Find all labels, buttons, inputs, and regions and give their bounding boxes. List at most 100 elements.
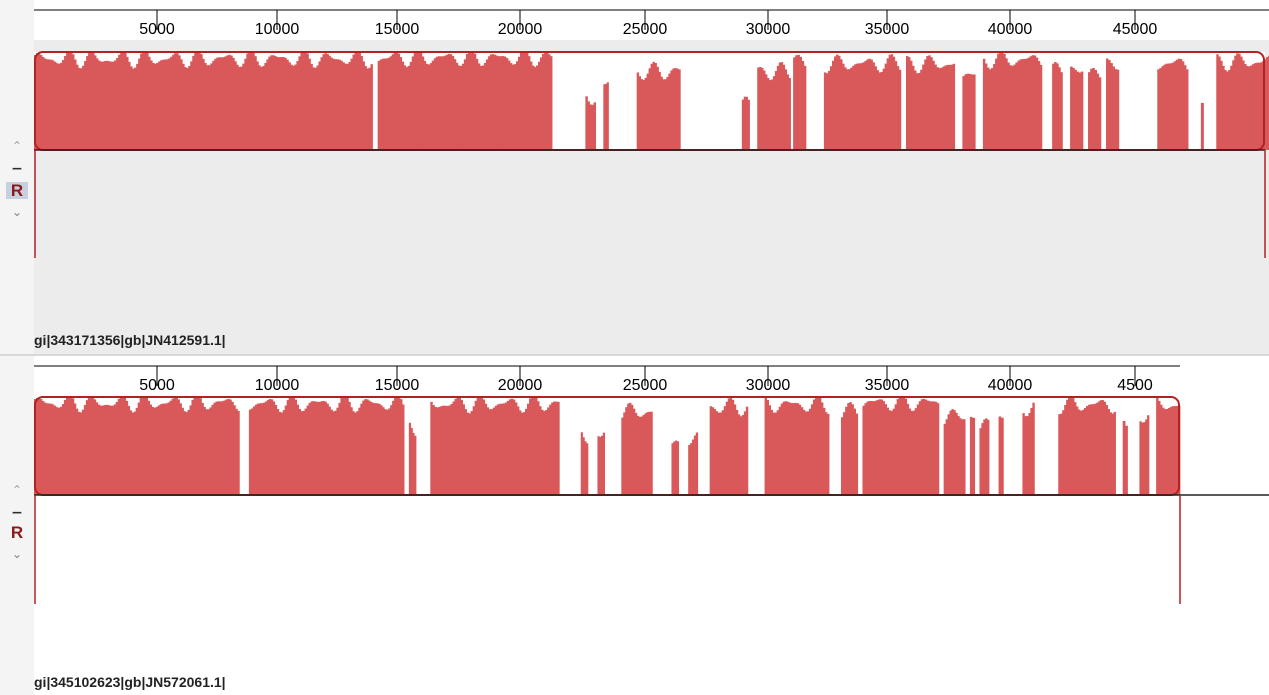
similarity-bar: [124, 52, 127, 151]
similarity-bar: [328, 406, 331, 495]
similarity-bar: [544, 52, 547, 151]
similarity-bar: [1250, 65, 1253, 150]
similarity-bar: [1028, 413, 1031, 495]
similarity-bar: [467, 52, 471, 151]
similarity-bar: [904, 398, 908, 495]
similarity-bar: [436, 407, 439, 495]
similarity-bar: [210, 63, 213, 150]
similarity-bar: [843, 412, 846, 495]
similarity-bar: [888, 54, 892, 150]
similarity-bar: [459, 65, 463, 150]
similarity-bar: [801, 61, 805, 150]
similarity-bar: [204, 62, 207, 150]
similarity-bar: [308, 402, 311, 495]
similarity-bar: [330, 409, 333, 495]
similarity-bar: [86, 56, 89, 150]
similarity-bar: [454, 398, 457, 495]
similarity-bar: [336, 407, 339, 495]
similarity-bar: [47, 403, 51, 495]
similarity-bar: [122, 52, 125, 151]
similarity-bar: [1007, 62, 1010, 151]
similarity-bar: [605, 83, 608, 150]
collapse-icon[interactable]: −: [11, 505, 23, 521]
similarity-bar: [481, 65, 485, 150]
similarity-bar: [709, 406, 713, 495]
similarity-bar: [298, 56, 301, 150]
similarity-bar: [582, 437, 585, 495]
move-down-icon[interactable]: ⌄: [11, 547, 23, 561]
similarity-bar: [1164, 409, 1167, 495]
similarity-bar: [553, 401, 556, 495]
similarity-bar: [195, 397, 198, 495]
similarity-bar: [991, 68, 994, 150]
similarity-bar: [880, 399, 883, 495]
similarity-bar: [370, 64, 373, 150]
similarity-bar: [298, 408, 302, 495]
similarity-bar: [429, 63, 433, 150]
ruler-tick-label: 25000: [623, 377, 668, 394]
similarity-bar: [772, 76, 776, 150]
similarity-bar: [999, 52, 1002, 151]
similarity-bar: [494, 405, 498, 495]
similarity-bar: [676, 68, 679, 150]
collapse-icon[interactable]: −: [11, 161, 23, 177]
similarity-bar: [117, 398, 121, 495]
similarity-bar: [656, 66, 659, 150]
similarity-bar: [482, 399, 486, 495]
similarity-bar: [171, 398, 174, 495]
similarity-bar: [763, 70, 766, 150]
similarity-bar: [953, 410, 956, 495]
move-up-icon[interactable]: ⌃: [11, 483, 23, 497]
similarity-bar: [290, 397, 294, 495]
move-up-icon[interactable]: ⌃: [11, 139, 23, 153]
similarity-bar: [88, 52, 91, 151]
similarity-bar: [469, 52, 473, 151]
similarity-bar: [423, 60, 427, 150]
similarity-bar: [946, 64, 949, 150]
similarity-bar: [662, 79, 665, 150]
similarity-bar: [222, 57, 225, 150]
similarity-bar: [876, 70, 879, 150]
ruler-tick-label: 5000: [139, 21, 175, 38]
similarity-bar: [584, 441, 587, 495]
similarity-bar: [40, 55, 43, 151]
similarity-bar: [672, 68, 675, 150]
similarity-bar: [1216, 54, 1219, 150]
similarity-bar: [463, 59, 467, 150]
similarity-bar: [212, 60, 215, 150]
similarity-bar: [102, 61, 105, 151]
similarity-bar: [1011, 65, 1014, 150]
similarity-bar: [1019, 59, 1022, 151]
similarity-bar: [1240, 56, 1243, 150]
similarity-bar: [302, 52, 305, 151]
similarity-bar: [1054, 61, 1057, 151]
similarity-bar: [884, 63, 888, 150]
similarity-bar: [137, 402, 141, 495]
panel-divider[interactable]: [0, 354, 1269, 356]
reverse-complement-button[interactable]: R: [6, 182, 28, 199]
similarity-bar: [162, 59, 165, 150]
similarity-bar: [586, 443, 589, 495]
similarity-bar: [774, 71, 778, 150]
similarity-bar: [603, 84, 606, 150]
similarity-bar: [500, 403, 504, 495]
similarity-bar: [403, 65, 407, 150]
similarity-bar: [1114, 69, 1118, 150]
similarity-bar: [165, 403, 168, 495]
similarity-bar: [54, 61, 57, 150]
coordinate-ruler: 5000 10000 15000 20000 25000 30000 35000 40000 4…: [34, 0, 1269, 40]
similarity-bar: [864, 60, 867, 150]
similarity-bar: [589, 104, 592, 150]
similarity-bar: [1175, 59, 1179, 151]
move-down-icon[interactable]: ⌄: [11, 205, 23, 219]
similarity-bar: [786, 74, 789, 150]
reverse-complement-button[interactable]: R: [10, 523, 24, 542]
similarity-bar: [966, 73, 970, 150]
similarity-bar: [814, 397, 818, 495]
similarity-bar: [163, 403, 166, 495]
similarity-bar: [445, 54, 449, 150]
similarity-bar: [97, 404, 101, 495]
similarity-bar: [546, 52, 549, 151]
similarity-bar: [74, 59, 77, 151]
similarity-bar: [366, 399, 369, 495]
